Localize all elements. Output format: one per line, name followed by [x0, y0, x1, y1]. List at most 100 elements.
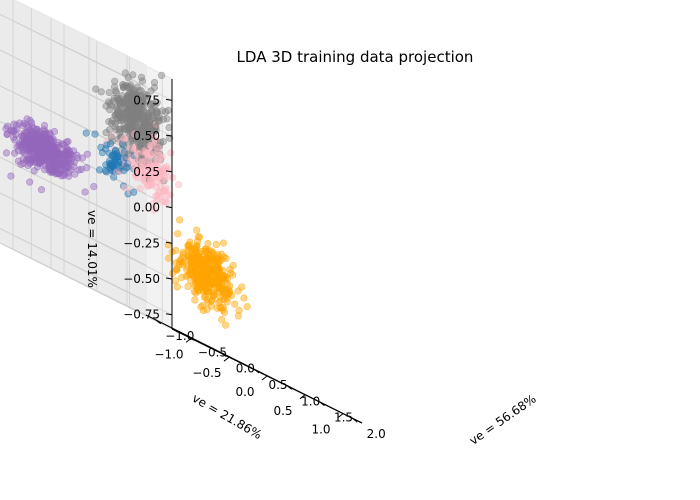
data-point [223, 298, 231, 306]
data-point [124, 159, 132, 168]
data-point [90, 183, 98, 191]
data-point [7, 172, 15, 180]
x-tick-label: 1.0 [301, 394, 320, 408]
gridline-z [0, 228, 173, 316]
data-point [163, 198, 171, 207]
data-point [219, 239, 228, 247]
data-point [111, 77, 119, 85]
data-point [95, 166, 104, 174]
z-tick [165, 277, 173, 280]
data-point [163, 173, 171, 181]
data-point [172, 246, 180, 254]
data-point [193, 237, 202, 245]
data-point [178, 273, 186, 282]
data-point [176, 216, 184, 224]
data-point [143, 91, 151, 100]
data-point [234, 287, 242, 295]
data-point [153, 143, 162, 151]
data-point [108, 132, 116, 140]
data-point [158, 71, 166, 79]
data-point [105, 88, 113, 97]
data-point [138, 77, 146, 85]
data-point [223, 275, 231, 283]
data-point [229, 261, 237, 270]
data-point [171, 277, 180, 285]
data-point [163, 115, 171, 123]
gridline-z [0, 85, 173, 173]
y-tick [299, 394, 306, 400]
data-point [64, 137, 72, 146]
data-point [222, 255, 230, 263]
data-point [149, 133, 158, 141]
data-point [234, 312, 242, 320]
data-point [13, 125, 21, 133]
z-tick [165, 206, 173, 209]
data-point [40, 126, 48, 134]
data-point [238, 283, 246, 291]
data-point [91, 130, 99, 138]
data-point [217, 250, 225, 258]
x-tick [155, 319, 162, 325]
x-tick-label: −1.0 [165, 329, 194, 343]
data-point [11, 136, 19, 144]
data-point [150, 78, 159, 87]
data-point [186, 238, 194, 246]
data-point [151, 174, 159, 182]
data-point [152, 123, 160, 131]
data-point [222, 321, 230, 329]
y-tick-label: 1.0 [311, 423, 330, 437]
data-point [153, 99, 161, 107]
data-point [231, 300, 239, 308]
data-point [121, 69, 129, 77]
data-point [109, 97, 118, 105]
data-point [159, 138, 167, 146]
data-point [175, 181, 183, 189]
data-point [212, 240, 220, 248]
data-point [135, 87, 143, 95]
y-tick-label: −1.0 [154, 347, 183, 361]
data-point [165, 254, 173, 262]
x-tick [220, 352, 227, 358]
data-point [164, 106, 172, 114]
data-point [97, 88, 105, 96]
data-point [228, 291, 236, 300]
data-point [37, 186, 46, 194]
data-point [191, 296, 199, 304]
data-point [150, 83, 159, 92]
y-tick [337, 413, 344, 418]
data-point [155, 113, 163, 122]
data-point [78, 154, 86, 162]
data-point [163, 191, 171, 199]
z-tick-label: −0.50 [123, 272, 160, 286]
x-tick [351, 417, 358, 423]
gridline-z [0, 192, 173, 280]
data-point [54, 148, 62, 156]
data-point [121, 184, 129, 192]
data-point [49, 135, 57, 143]
x-tick-label: 0.0 [236, 362, 255, 376]
x-tick-label: −0.5 [198, 345, 227, 359]
x-tick [286, 384, 293, 390]
z-tick [165, 170, 173, 173]
data-point [229, 271, 237, 279]
data-point [2, 149, 11, 157]
data-point [26, 178, 34, 186]
data-point [106, 140, 115, 148]
data-point [166, 134, 174, 142]
z-tick [165, 134, 173, 137]
z-tick-label: −0.25 [123, 236, 160, 250]
z-tick-label: 0.75 [133, 93, 160, 107]
data-point [105, 105, 114, 114]
data-point [173, 283, 181, 291]
x-tick [253, 368, 260, 374]
data-point [129, 71, 137, 79]
gridline-z [0, 156, 173, 244]
data-point [196, 256, 204, 264]
data-point [71, 170, 79, 178]
y-tick [223, 356, 230, 362]
x-tick [319, 401, 325, 407]
data-point [83, 150, 91, 158]
z-tick-label: 0.25 [133, 165, 160, 179]
data-point [235, 306, 243, 314]
